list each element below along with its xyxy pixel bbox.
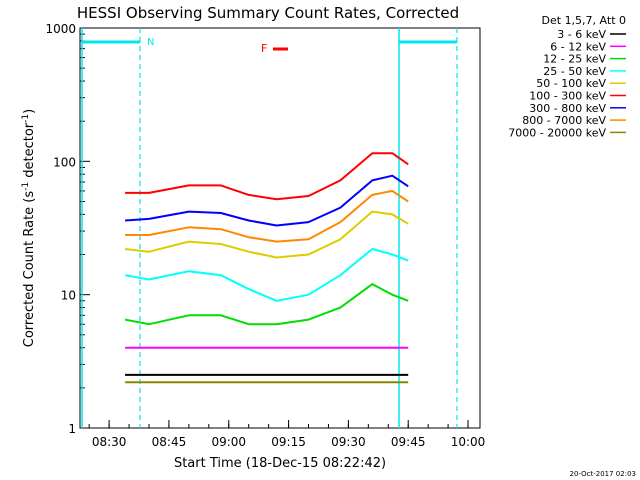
x-tick-label: 09:15	[271, 435, 306, 449]
flag-label: F	[261, 42, 267, 55]
x-tick-label: 09:00	[211, 435, 246, 449]
legend-entry-label: 3 - 6 keV	[557, 28, 606, 41]
y-axis-label-end: )	[22, 109, 37, 114]
x-axis-label: Start Time (18-Dec-15 08:22:42)	[174, 456, 386, 471]
y-axis-label: Corrected Count Rate (s-1 detector-1)	[21, 109, 37, 347]
y-axis-label-sup2: -1	[21, 114, 31, 123]
series-line	[125, 189, 409, 243]
series-line	[124, 210, 409, 259]
series-line	[124, 283, 409, 326]
series-line	[124, 248, 409, 302]
legend-entry-label: 50 - 100 keV	[536, 77, 606, 90]
legend-entry-label: 7000 - 20000 keV	[508, 126, 606, 139]
series-lines	[124, 152, 409, 384]
chart-title: HESSI Observing Summary Count Rates, Cor…	[77, 4, 459, 22]
generation-timestamp: 20-Oct-2017 02:03	[570, 470, 636, 478]
x-tick-label: 09:45	[391, 435, 426, 449]
legend-entry-label: 100 - 300 keV	[529, 90, 606, 103]
time-markers: N F	[81, 28, 458, 428]
series-line	[125, 174, 409, 227]
y-tick-label: 1000	[45, 22, 76, 36]
night-label: N	[147, 37, 154, 48]
legend-entry-label: 12 - 25 keV	[543, 53, 606, 66]
legend-entry-label: 800 - 7000 keV	[522, 114, 606, 127]
x-tick-label: 09:30	[331, 435, 366, 449]
y-tick-label: 10	[61, 289, 76, 303]
legend-entry-label: 300 - 800 keV	[529, 102, 606, 115]
x-tick-label: 10:00	[451, 435, 486, 449]
legend-entry-label: 25 - 50 keV	[543, 65, 606, 78]
legend-entry-label: 6 - 12 keV	[550, 40, 606, 53]
y-tick-label: 100	[53, 155, 76, 169]
x-axis-ticks: 08:30 08:45 09:00 09:15 09:30 09:45 10:00	[88, 420, 486, 449]
y-tick-label: 1	[68, 422, 76, 436]
y-axis-label-main: Corrected Count Rate (s	[22, 191, 37, 348]
y-axis-label-mid: detector	[22, 122, 37, 182]
y-axis-ticks: 1 10 100 1000	[45, 22, 90, 436]
x-tick-label: 08:45	[152, 435, 187, 449]
series-line	[125, 152, 409, 201]
legend-title: Det 1,5,7, Att 0	[542, 14, 626, 27]
plot-area	[79, 27, 481, 429]
y-axis-label-sup1: -1	[21, 182, 31, 191]
x-tick-label: 08:30	[92, 435, 127, 449]
